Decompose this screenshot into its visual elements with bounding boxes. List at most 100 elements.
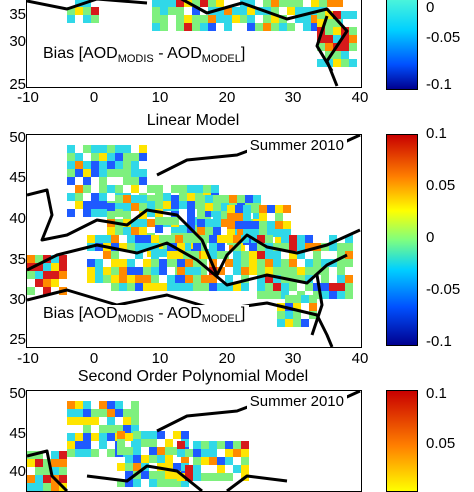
bias-cell: [103, 235, 111, 243]
bias-cell: [27, 271, 35, 279]
bias-cell: [173, 463, 181, 471]
bias-cell: [327, 0, 335, 7]
bias-cell: [59, 271, 67, 279]
bias-cell: [349, 11, 357, 19]
bias-cell: [179, 185, 187, 193]
bias-cell: [167, 243, 175, 251]
bias-cell: [125, 447, 133, 455]
bias-cell: [185, 275, 193, 283]
bias-cell: [131, 417, 139, 425]
bias-cell: [199, 267, 207, 275]
bias-cell: [289, 251, 297, 259]
bias-cell: [293, 303, 301, 311]
bias-cell: [165, 463, 173, 471]
bias-cell: [345, 283, 353, 291]
bias-cell: [171, 185, 179, 193]
cbtick-1-m005: -0.05: [426, 29, 461, 46]
bias-cell: [209, 243, 217, 251]
bias-cell: [83, 441, 91, 449]
ytick-3-50: 50: [9, 385, 26, 402]
bias-cell: [67, 7, 75, 15]
bias-cell: [159, 267, 167, 275]
bias-cell: [275, 237, 283, 245]
bias-cell: [257, 267, 265, 275]
bias-cell: [341, 59, 349, 67]
bias-cell: [287, 7, 295, 15]
bias-cell: [205, 203, 213, 211]
bias-cell: [321, 259, 329, 267]
bias-cell: [217, 473, 225, 481]
bias-cell: [283, 205, 291, 213]
bias-cell: [185, 283, 193, 291]
bias-cell: [287, 23, 295, 31]
bias-cell: [225, 449, 233, 457]
bias-cell: [99, 193, 107, 201]
bias-cell: [149, 447, 157, 455]
season-label-2: Summer 2010: [246, 137, 347, 154]
bias-label-1: Bias [AODMODIS - AODMODEL]: [39, 45, 250, 66]
bias-cell: [337, 259, 345, 267]
bias-cell: [67, 417, 75, 425]
bias-cell: [67, 169, 75, 177]
bias-cell: [317, 11, 325, 19]
bias-cell: [176, 23, 184, 31]
coastline: [310, 274, 324, 336]
ytick-3-40: 40: [9, 463, 26, 480]
bias-cell: [209, 283, 217, 291]
bias-cell: [253, 195, 261, 203]
xtick-1-0: 0: [89, 89, 99, 106]
bias-cell: [83, 449, 91, 457]
bias-cell: [91, 201, 99, 209]
bias-cell: [143, 235, 151, 243]
bias-cell: [205, 219, 213, 227]
bias-cell: [165, 439, 173, 447]
bias-cell: [177, 267, 185, 275]
bias-cell: [345, 291, 353, 299]
bias-cell: [75, 169, 83, 177]
bias-cell: [59, 475, 67, 483]
bias-cell: [131, 153, 139, 161]
bias-cell: [201, 473, 209, 481]
bias-cell: [275, 205, 283, 213]
xtick-1-10: 10: [151, 89, 169, 106]
bias-cell: [75, 433, 83, 441]
bias-cell: [265, 235, 273, 243]
bias-cell: [131, 409, 139, 417]
bias-cell: [67, 177, 75, 185]
bias-cell: [208, 23, 216, 31]
bias-cell: [91, 417, 99, 425]
bias-cell: [325, 51, 333, 59]
ytick-1-35: 35: [9, 6, 26, 23]
bias-cell: [317, 59, 325, 67]
bias-cell: [135, 283, 143, 291]
bias-cell: [289, 243, 297, 251]
bias-cell: [131, 195, 139, 203]
bias-cell: [75, 417, 83, 425]
bias-cell: [51, 271, 59, 279]
bias-cell: [107, 211, 115, 219]
bias-cell: [305, 243, 313, 251]
bias-cell: [115, 195, 123, 203]
bias-cell: [329, 283, 337, 291]
bias-cell: [297, 267, 305, 275]
bias-cell: [115, 185, 123, 193]
bias-cell: [317, 43, 325, 51]
bias-cell: [139, 153, 147, 161]
bias-cell: [165, 471, 173, 479]
bias-cell: [75, 153, 83, 161]
bias-cell: [167, 251, 175, 259]
bias-cell: [257, 243, 265, 251]
bias-cell: [159, 259, 167, 267]
bias-cell: [123, 211, 131, 219]
bias-cell: [265, 283, 273, 291]
bias-cell: [119, 243, 127, 251]
bias-cell: [275, 221, 283, 229]
bias-cell: [51, 459, 59, 467]
bias-cell: [35, 271, 43, 279]
bias-cell: [135, 243, 143, 251]
bias-cell: [329, 243, 337, 251]
bias-cell: [265, 267, 273, 275]
bias-cell: [273, 283, 281, 291]
bias-cell: [197, 227, 205, 235]
bias-cell: [265, 259, 273, 267]
